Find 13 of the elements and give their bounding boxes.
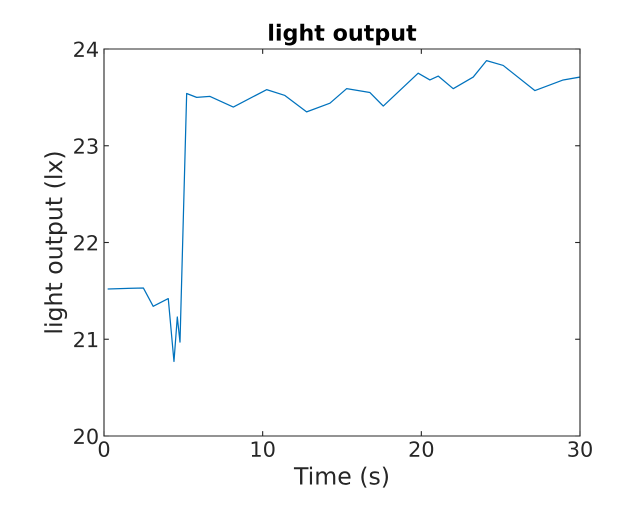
x-tick-label: 10 bbox=[252, 441, 275, 457]
x-tick-label: 20 bbox=[410, 441, 434, 457]
y-tick-label: 22 bbox=[74, 234, 98, 250]
y-axis-title: light output (lx) bbox=[44, 152, 68, 332]
chart-title: light output bbox=[269, 24, 416, 46]
line-series bbox=[108, 60, 580, 362]
x-tick-label: 30 bbox=[568, 441, 592, 457]
x-axis-title: Time (s) bbox=[294, 466, 388, 488]
y-tick-label: 20 bbox=[74, 428, 98, 444]
x-tick-label: 0 bbox=[98, 441, 110, 457]
y-tick-label: 21 bbox=[74, 332, 98, 348]
y-tick-label: 24 bbox=[74, 41, 98, 57]
y-tick-label: 23 bbox=[74, 138, 98, 154]
